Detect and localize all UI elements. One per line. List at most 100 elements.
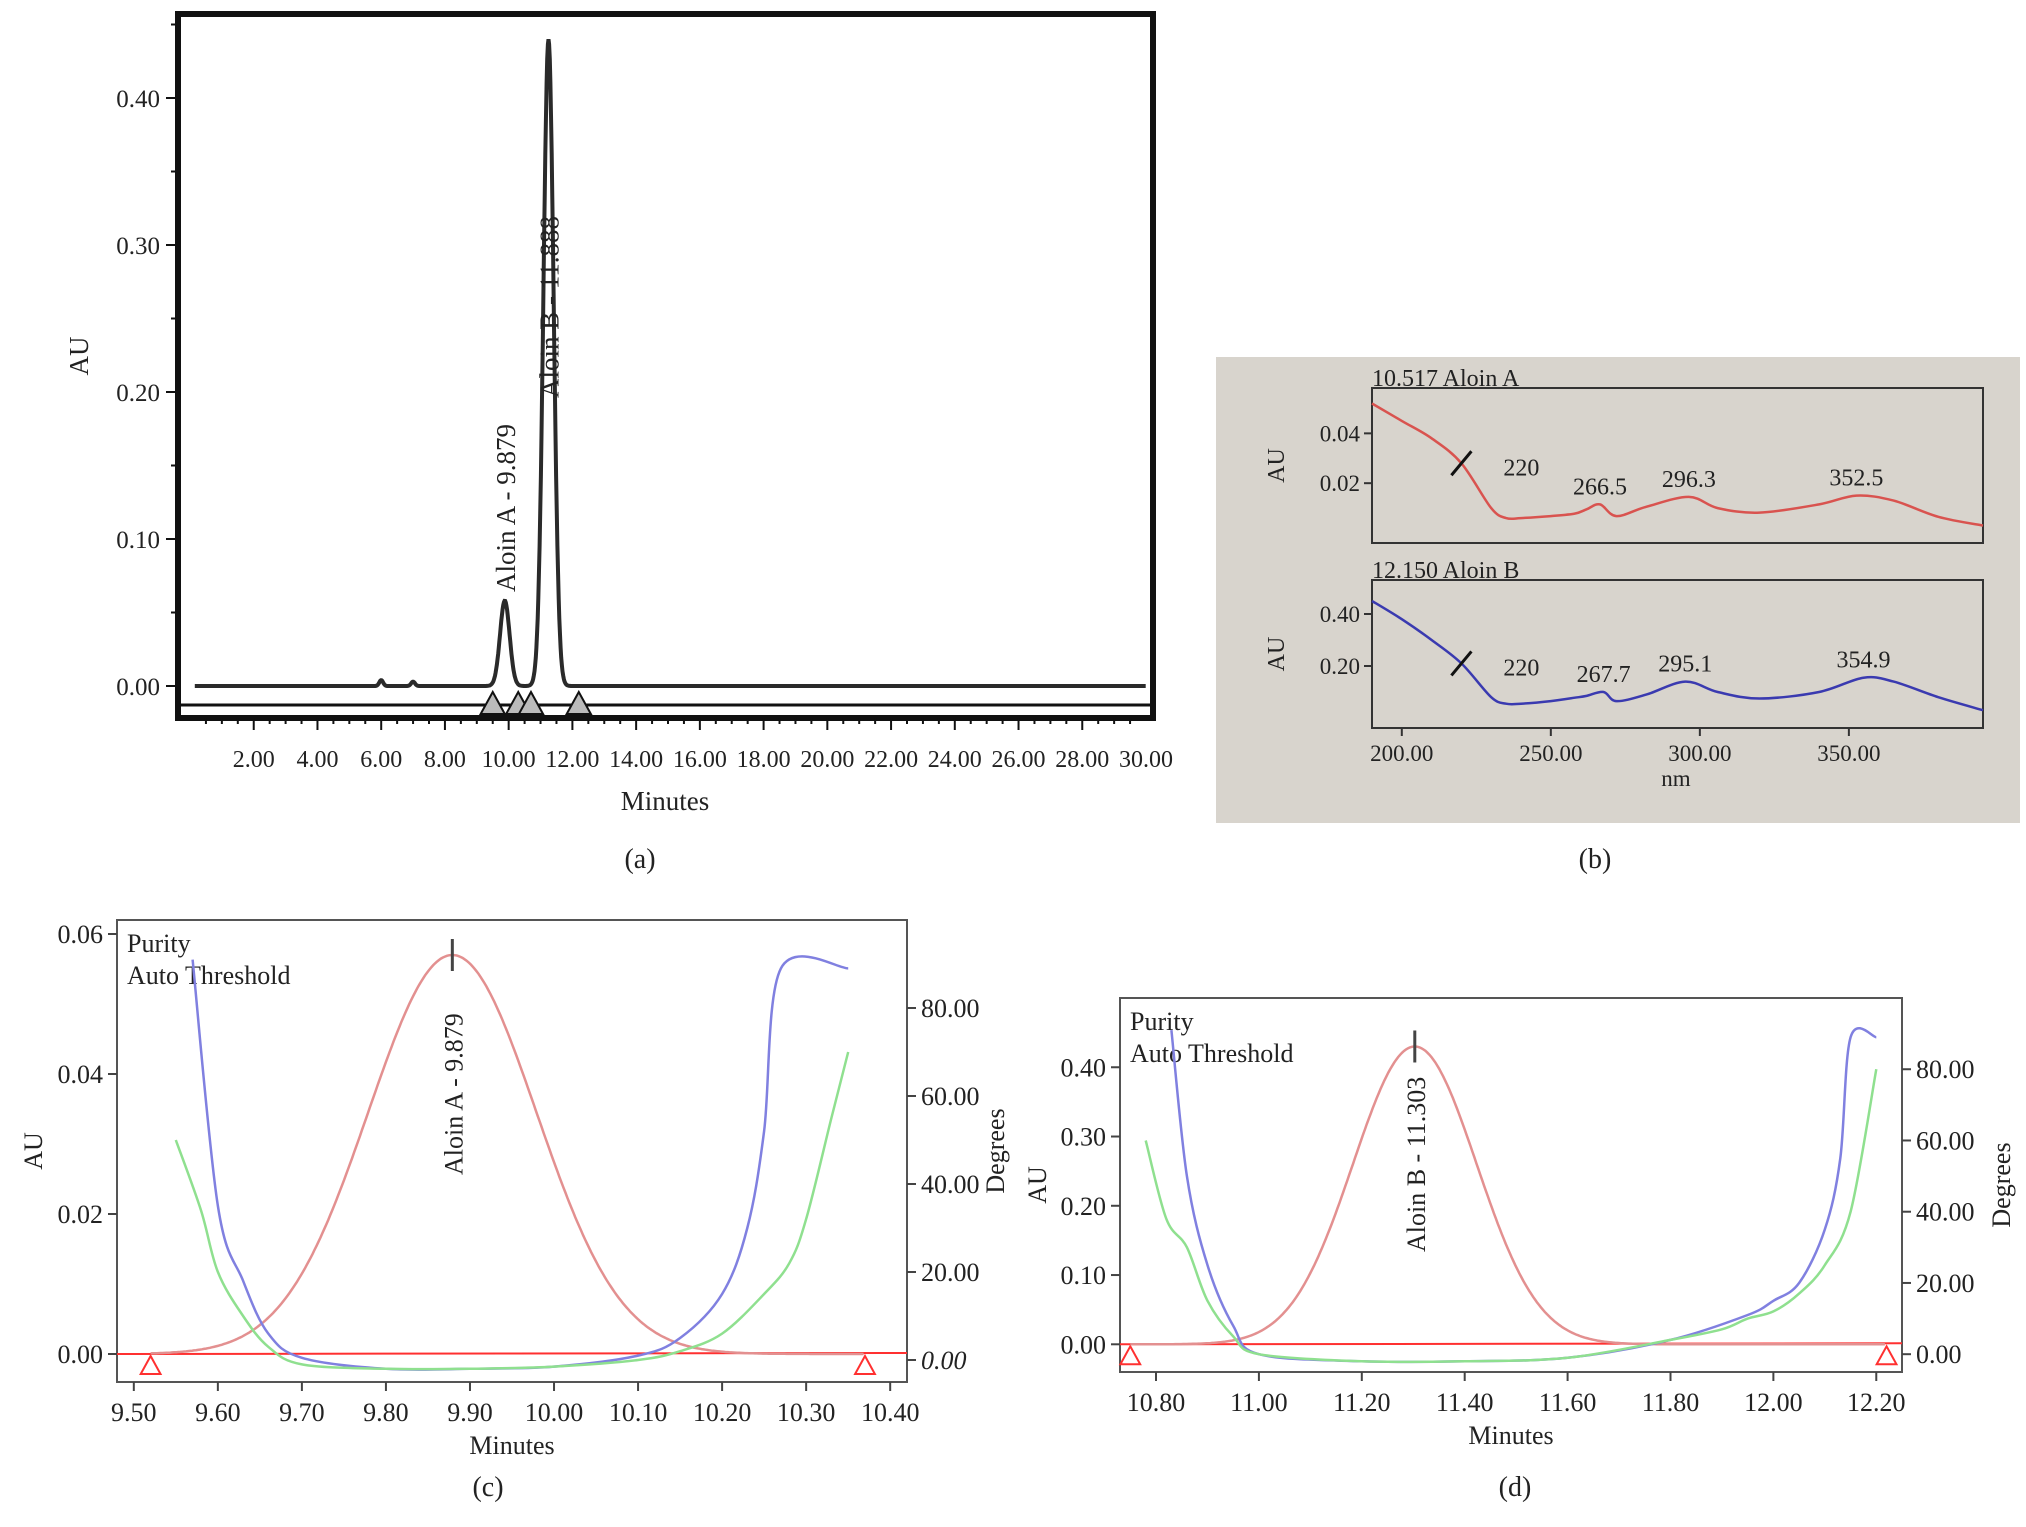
panel-a-label: (a) (624, 844, 655, 875)
x-tick-label: 9.70 (279, 1398, 325, 1427)
x-tick-label: 10.00 (482, 747, 536, 773)
plot-frame (1119, 997, 1903, 1373)
y-tick-label: 0.10 (116, 527, 160, 554)
y-tick-label: 0.40 (1320, 602, 1360, 627)
spectrum-line (1371, 402, 1984, 527)
x-tick-label: 6.00 (360, 747, 402, 773)
x-tick-label: 300.00 (1668, 741, 1731, 766)
y-axis-label: AU (19, 1132, 48, 1170)
y-tick-label: 0.30 (116, 233, 160, 260)
x-tick-label: 9.80 (363, 1398, 409, 1427)
chromatogram-trace (194, 38, 1146, 688)
y2-axis-label: Degrees (981, 1108, 1010, 1193)
x-tick-label: 200.00 (1370, 741, 1433, 766)
x-tick-label: 18.00 (737, 747, 791, 773)
panel-b-background (1216, 357, 2020, 823)
x-tick-label: 250.00 (1519, 741, 1582, 766)
panel-d-label: (d) (1499, 1472, 1532, 1503)
peak-marker (517, 689, 545, 715)
plot-frame (116, 919, 908, 1383)
panel-d-purity-plot: 0.00 0.10 0.20 0.30 0.40 AU 0.00 20.00 40.00 60.0… (1023, 997, 2016, 1450)
y-tick-label: 0.02 (58, 1200, 104, 1229)
peak-annotation: Aloin A - 9.879 (491, 424, 521, 592)
x-tick-label: 10.40 (861, 1398, 920, 1427)
baseline-marker (139, 1353, 163, 1375)
y2-tick-label: 20.00 (1916, 1269, 1975, 1298)
x-tick-label: 9.50 (111, 1398, 157, 1427)
peak-annotation: Aloin B - 11.303 (1402, 1077, 1431, 1252)
peak-annotation: Aloin B - 11.888 (535, 216, 565, 398)
spectrum-frame (1371, 579, 1984, 729)
x-tick-label: 11.40 (1436, 1388, 1494, 1417)
y-tick-label: 0.20 (116, 380, 160, 407)
x-tick-label: 11.20 (1333, 1388, 1391, 1417)
x-axis-label: Minutes (469, 1431, 554, 1460)
peak-wavelength-label: 220 (1503, 655, 1539, 681)
panel-b-uv-spectra: 10.517 Aloin A 0.02 0.04 AU 220 266.5 296.3 352… (1216, 357, 2020, 823)
y2-tick-label: 80.00 (1916, 1055, 1975, 1084)
spectrum-line (1371, 599, 1984, 712)
panel-b-label: (b) (1579, 844, 1612, 875)
x-tick-label: 20.00 (800, 747, 854, 773)
peak-marker (564, 689, 593, 715)
y2-tick-label: 0.00 (921, 1346, 967, 1375)
x-tick-label: 12.00 (1744, 1388, 1803, 1417)
x-tick-label: 2.00 (233, 747, 275, 773)
y-tick-label: 0.20 (1061, 1192, 1107, 1221)
peak-wavelength-label: 220 (1503, 455, 1539, 481)
y-axis-label: AU (1023, 1166, 1052, 1204)
peak-marker (478, 689, 507, 715)
y-tick-label: 0.06 (58, 920, 104, 949)
x-tick-label: 14.00 (609, 747, 663, 773)
y-tick-label: 0.02 (1320, 471, 1360, 496)
peak-annotation: Aloin A - 9.879 (439, 1013, 468, 1175)
purity-threshold-trace (1144, 1068, 1878, 1364)
y2-tick-label: 80.00 (921, 994, 980, 1023)
wavelength-marker (1450, 450, 1473, 477)
purity-threshold-trace (174, 1051, 850, 1371)
x-tick-label: 10.00 (525, 1398, 584, 1427)
x-tick-label: 10.10 (609, 1398, 668, 1427)
baseline-marker (1874, 1344, 1899, 1366)
x-tick-label: 4.00 (296, 747, 338, 773)
x-tick-label: 24.00 (928, 747, 982, 773)
y2-tick-label: 60.00 (1916, 1126, 1975, 1155)
peak-wavelength-label: 352.5 (1829, 466, 1883, 492)
baseline-marker (1118, 1344, 1142, 1366)
x-tick-label: 8.00 (424, 747, 466, 773)
panel-c-label: (c) (472, 1472, 503, 1503)
spectrum-title: 10.517 Aloin A (1372, 366, 1520, 392)
peak-trace (1130, 1045, 1885, 1346)
x-tick-label: 10.80 (1127, 1388, 1186, 1417)
x-tick-label: 11.60 (1539, 1388, 1597, 1417)
spectrum-frame (1371, 387, 1984, 544)
x-tick-label: 30.00 (1119, 747, 1173, 773)
y2-tick-label: 40.00 (921, 1170, 980, 1199)
y-axis-label: AU (64, 337, 94, 376)
y-tick-label: 0.20 (1320, 654, 1360, 679)
baseline-marker (853, 1353, 877, 1375)
y-tick-label: 0.00 (1061, 1330, 1107, 1359)
wavelength-marker (1450, 650, 1473, 677)
x-tick-label: 10.30 (777, 1398, 836, 1427)
y-axis-label: AU (1264, 637, 1290, 672)
y2-tick-label: 20.00 (921, 1258, 980, 1287)
peak-wavelength-label: 354.9 (1836, 648, 1890, 674)
y-tick-label: 0.30 (1061, 1123, 1107, 1152)
x-tick-label: 26.00 (992, 747, 1046, 773)
x-tick-label: 11.00 (1230, 1388, 1288, 1417)
x-tick-label: 9.90 (447, 1398, 493, 1427)
legend-auto-threshold: Auto Threshold (1130, 1039, 1293, 1068)
panel-c-purity-plot: 0.00 0.02 0.04 0.06 AU 0.00 20.00 40.00 60.00 80.… (19, 919, 1010, 1460)
y-tick-label: 0.10 (1061, 1261, 1107, 1290)
x-axis-label: Minutes (621, 786, 710, 816)
x-tick-label: 12.00 (545, 747, 599, 773)
y2-tick-label: 0.00 (1916, 1340, 1962, 1369)
x-tick-label: 9.60 (195, 1398, 241, 1427)
y2-tick-label: 40.00 (1916, 1198, 1975, 1227)
y-tick-label: 0.04 (1320, 421, 1361, 446)
spectrum-title: 12.150 Aloin B (1372, 558, 1519, 584)
y-tick-label: 0.04 (58, 1060, 104, 1089)
x-tick-label: 22.00 (864, 747, 918, 773)
